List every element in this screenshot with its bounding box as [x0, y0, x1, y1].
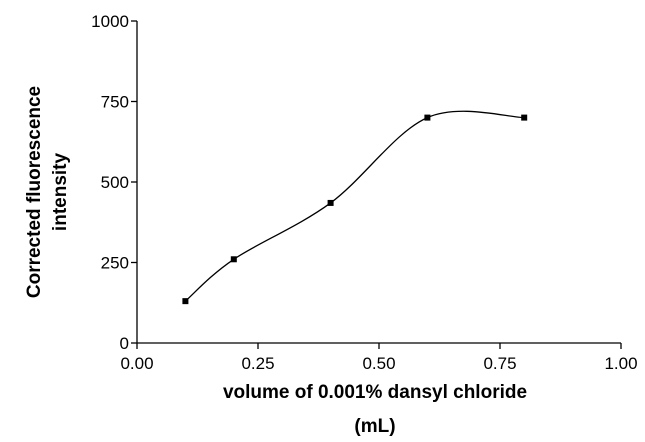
x-axis-title-line: (mL)	[354, 416, 395, 437]
data-point	[327, 199, 334, 206]
y-axis-title: Corrected fluorescence intensity	[24, 86, 71, 298]
data-point	[424, 114, 431, 121]
y-axis-title-line: intensity	[50, 153, 71, 232]
markers	[182, 114, 528, 305]
curve-layer	[184, 110, 525, 302]
x-axis-title-line: volume of 0.001% dansyl chloride	[223, 382, 527, 403]
x-tick-label: 0.50	[362, 354, 395, 373]
y-tick-label: 750	[101, 93, 129, 112]
ticks: 0 250 500 750 1000 0.00 0.25 0.50 0.75 1.00	[91, 12, 637, 373]
data-point	[182, 298, 189, 305]
x-tick-label: 0.00	[120, 354, 153, 373]
y-axis-title-line: Corrected fluorescence	[24, 86, 45, 298]
x-tick-label: 0.25	[241, 354, 274, 373]
y-tick-label: 1000	[91, 12, 129, 31]
data-point	[521, 114, 528, 121]
x-axis-title: volume of 0.001% dansyl chloride (mL)	[223, 382, 527, 437]
axes	[136, 21, 621, 344]
y-tick-label: 500	[101, 173, 129, 192]
x-tick-label: 1.00	[604, 354, 637, 373]
series-curve	[184, 110, 525, 302]
y-tick-label: 250	[101, 254, 129, 273]
y-tick-label: 0	[120, 334, 129, 353]
data-point	[230, 256, 237, 263]
x-tick-label: 0.75	[483, 354, 516, 373]
